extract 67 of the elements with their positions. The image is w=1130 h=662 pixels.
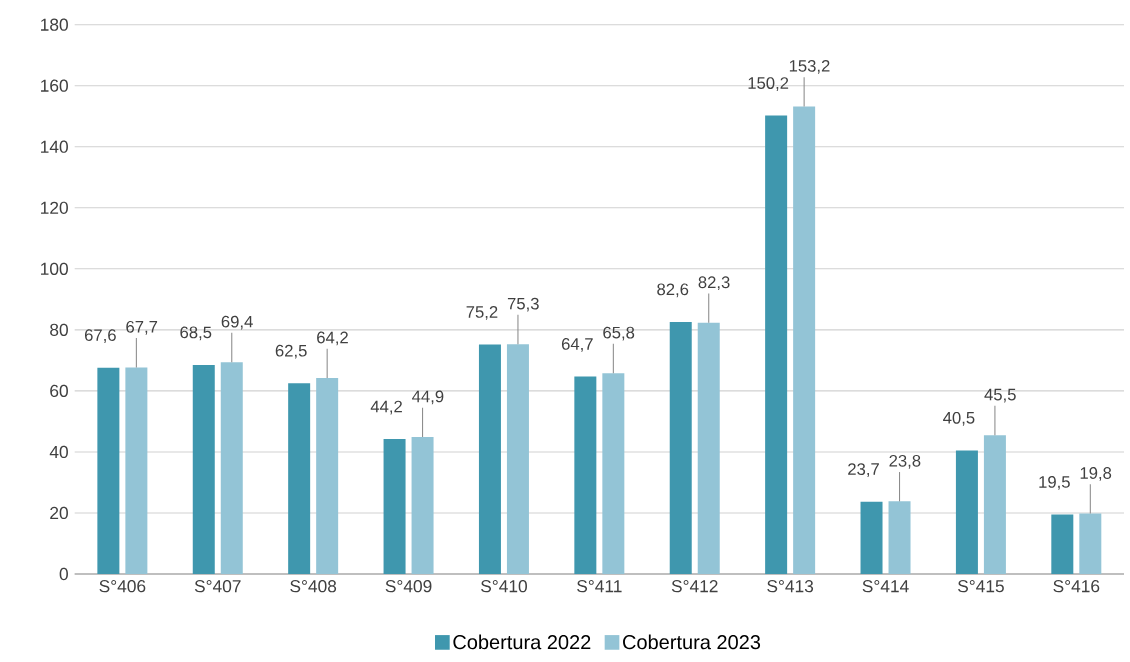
data-label: 64,2 xyxy=(317,331,348,346)
data-label: 75,2 xyxy=(466,306,498,320)
x-tick-label: S°408 xyxy=(290,580,337,593)
bar xyxy=(888,501,911,574)
bar xyxy=(288,383,311,574)
bar xyxy=(220,362,243,574)
y-tick-label: 180 xyxy=(41,18,68,31)
y-tick-label: 40 xyxy=(49,445,68,459)
bar xyxy=(478,344,501,574)
data-label: 69,4 xyxy=(221,315,253,330)
data-label: 65,8 xyxy=(603,326,635,341)
data-label: 153,2 xyxy=(789,59,830,74)
x-tick-label: S°407 xyxy=(194,580,241,593)
data-label: 75,3 xyxy=(507,297,539,312)
x-tick-label: S°414 xyxy=(862,580,909,593)
x-tick-label: S°410 xyxy=(481,580,527,593)
bar xyxy=(411,436,434,574)
data-label: 45,5 xyxy=(984,388,1016,403)
x-tick-label: S°406 xyxy=(99,580,146,593)
x-tick-label: S°416 xyxy=(1053,580,1100,593)
data-label: 68,5 xyxy=(180,326,212,341)
data-label: 19,8 xyxy=(1080,467,1112,481)
bar xyxy=(1079,513,1102,574)
data-label: 67,6 xyxy=(84,329,116,343)
data-label: 150,2 xyxy=(748,77,789,91)
data-label: 67,7 xyxy=(126,320,158,335)
x-tick-label: S°413 xyxy=(767,580,814,593)
data-label: 44,9 xyxy=(412,390,444,405)
y-tick-label: 100 xyxy=(41,262,68,275)
bar xyxy=(697,322,720,574)
y-tick-label: 80 xyxy=(50,323,68,336)
bar xyxy=(602,373,625,574)
bar xyxy=(97,367,120,574)
y-tick-label: 160 xyxy=(41,79,68,92)
data-label: 44,2 xyxy=(370,400,402,415)
bar xyxy=(574,376,597,574)
bar xyxy=(793,106,816,574)
bar xyxy=(983,435,1006,574)
y-tick-label: 0 xyxy=(59,567,68,581)
y-tick-label: 60 xyxy=(50,384,68,398)
y-tick-label: 120 xyxy=(41,201,68,214)
bar xyxy=(765,115,788,574)
data-label: 62,5 xyxy=(275,344,307,359)
bar xyxy=(669,321,692,574)
data-label: 23,7 xyxy=(848,463,879,477)
legend-label: Cobertura 2023 xyxy=(623,634,761,650)
data-label: 40,5 xyxy=(943,411,975,426)
x-tick-label: S°415 xyxy=(958,580,1004,593)
data-label: 23,8 xyxy=(889,454,921,469)
bar xyxy=(316,378,339,574)
bar xyxy=(860,501,883,574)
bar xyxy=(125,367,148,574)
x-tick-label: S°409 xyxy=(385,580,432,593)
data-label: 82,3 xyxy=(698,276,730,291)
data-label: 64,7 xyxy=(561,338,593,352)
bar xyxy=(1051,514,1074,574)
bar xyxy=(955,450,978,574)
bar xyxy=(383,439,406,574)
x-tick-label: S°412 xyxy=(671,580,718,593)
legend-label: Cobertura 2022 xyxy=(453,634,591,650)
x-tick-label: S°411 xyxy=(577,580,622,593)
y-tick-label: 140 xyxy=(41,140,68,153)
data-label: 19,5 xyxy=(1039,476,1070,490)
y-tick-label: 20 xyxy=(50,506,68,520)
data-label: 82,6 xyxy=(657,283,689,298)
bar xyxy=(506,344,529,574)
bar xyxy=(192,364,215,574)
